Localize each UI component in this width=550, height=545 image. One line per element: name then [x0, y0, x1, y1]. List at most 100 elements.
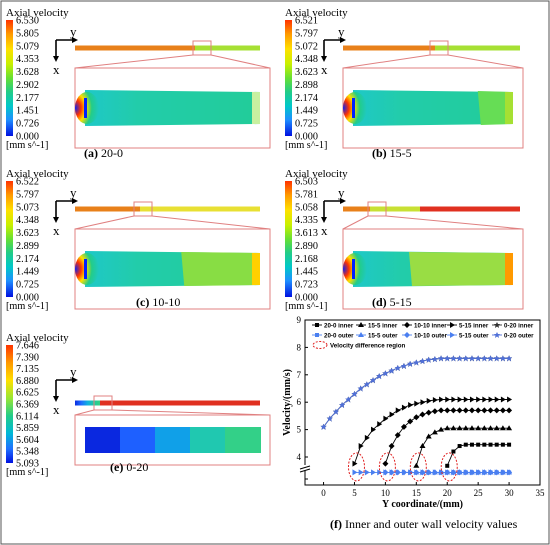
data-point — [339, 401, 346, 408]
data-point — [388, 443, 395, 450]
data-point — [382, 370, 389, 377]
data-point — [476, 470, 481, 475]
panel-caption: (d) 5-15 — [372, 295, 412, 309]
scale-tick-label: 0.000 — [295, 293, 318, 304]
data-point — [488, 442, 493, 447]
scale-tick-label: 6.530 — [16, 16, 39, 27]
data-point — [413, 469, 420, 475]
data-point — [451, 449, 456, 454]
data-point — [494, 442, 499, 447]
data-point — [507, 396, 513, 403]
data-point — [407, 418, 414, 425]
axis-y-arrowhead — [340, 37, 346, 43]
zoom-connector — [74, 409, 95, 416]
legend-entry: 10-10 inner — [414, 323, 447, 330]
data-point — [468, 425, 475, 431]
data-point — [475, 355, 482, 362]
legend-entry: 0-20 inner — [504, 323, 534, 330]
scale-tick-label: 0.000 — [16, 293, 39, 304]
scale-tick-label: 2.174 — [295, 93, 318, 104]
velocity-chart: 0 5 10 15 20 25 30 35 4 5 6 7 8 9 Y coordinate/(mm) Vel… — [282, 315, 545, 531]
data-point — [370, 377, 377, 384]
caption-letter: (e) — [110, 460, 123, 474]
scale-tick-label: 5.073 — [16, 202, 39, 213]
data-point — [394, 364, 401, 371]
series-20-0-inner — [445, 442, 512, 468]
x-tick-label: 20 — [443, 488, 453, 498]
panel-e: Axial velocity7.6467.3907.1356.8806.6256… — [6, 332, 271, 478]
color-scale-bar — [285, 181, 292, 297]
data-point — [507, 470, 512, 475]
contour-field — [85, 90, 260, 126]
scale-tick-label: 5.781 — [295, 189, 318, 200]
unit-label: [mm s^-1] — [6, 301, 48, 312]
data-point — [456, 425, 463, 431]
data-point — [476, 396, 482, 403]
data-point — [494, 332, 500, 338]
color-scale-bar — [285, 20, 292, 136]
caption-text: 5-15 — [387, 295, 412, 309]
data-point — [395, 407, 401, 414]
zoom-box — [192, 40, 212, 56]
data-point — [376, 373, 383, 380]
data-point — [407, 360, 414, 367]
scale-tick-label: 0.000 — [295, 132, 318, 143]
data-point — [481, 407, 488, 414]
data-point — [364, 469, 370, 476]
data-point — [439, 396, 445, 403]
axis-y-label: y — [70, 24, 77, 39]
scale-tick-label: 5.072 — [295, 41, 318, 52]
data-point — [456, 407, 463, 414]
data-point — [431, 356, 438, 363]
scale-tick-label: 5.604 — [16, 435, 39, 446]
scale-tick-label: 7.390 — [16, 352, 39, 363]
tube-segment — [140, 206, 260, 212]
zoom-box — [133, 201, 153, 217]
data-point — [469, 470, 474, 475]
data-point — [457, 396, 463, 403]
axis-y-label: y — [70, 364, 77, 379]
unit-label: [mm s^-1] — [285, 301, 327, 312]
data-point — [476, 442, 481, 447]
scale-tick-label: 2.902 — [16, 80, 39, 91]
data-point — [506, 355, 513, 362]
data-point — [450, 355, 457, 362]
color-scale-bar — [6, 345, 13, 463]
axis-x-arrowhead — [321, 217, 327, 223]
axis-x-arrowhead — [53, 56, 59, 62]
inlet-edge — [84, 259, 87, 279]
legend-annotation-label: Velocity difference region — [330, 343, 406, 350]
data-point — [419, 411, 426, 418]
data-point — [506, 407, 513, 414]
data-point — [425, 409, 432, 416]
legend-entry: 10-10 outer — [414, 333, 448, 340]
contour-band — [409, 252, 513, 286]
zoom-connector — [111, 409, 271, 416]
data-point — [315, 333, 319, 337]
axis-x-arrowhead — [321, 56, 327, 62]
data-point — [500, 470, 505, 475]
x-tick-label: 5 — [352, 488, 357, 498]
unit-label: [mm s^-1] — [285, 140, 327, 151]
scale-tick-label: 0.725 — [16, 280, 39, 291]
zoom-connector — [385, 215, 524, 230]
caption-letter: (f) — [330, 517, 342, 531]
y-tick-label: 6 — [297, 397, 302, 407]
legend-entry: 5-15 outer — [459, 333, 489, 340]
legend-entry: 20-0 inner — [324, 323, 354, 330]
data-point — [400, 469, 407, 476]
scale-tick-label: 2.898 — [295, 80, 318, 91]
data-point — [425, 433, 432, 439]
scale-tick-label: 6.503 — [295, 177, 318, 188]
color-scale-bar — [6, 181, 13, 297]
data-point — [481, 425, 488, 431]
tube-segment — [75, 400, 100, 406]
x-tick-label: 25 — [474, 488, 484, 498]
data-point — [463, 470, 468, 475]
data-point — [407, 469, 414, 476]
caption-text: 0-20 — [123, 460, 148, 474]
data-point — [352, 469, 358, 476]
series-15-5-inner — [413, 425, 513, 468]
axis-x-label: x — [53, 62, 60, 77]
